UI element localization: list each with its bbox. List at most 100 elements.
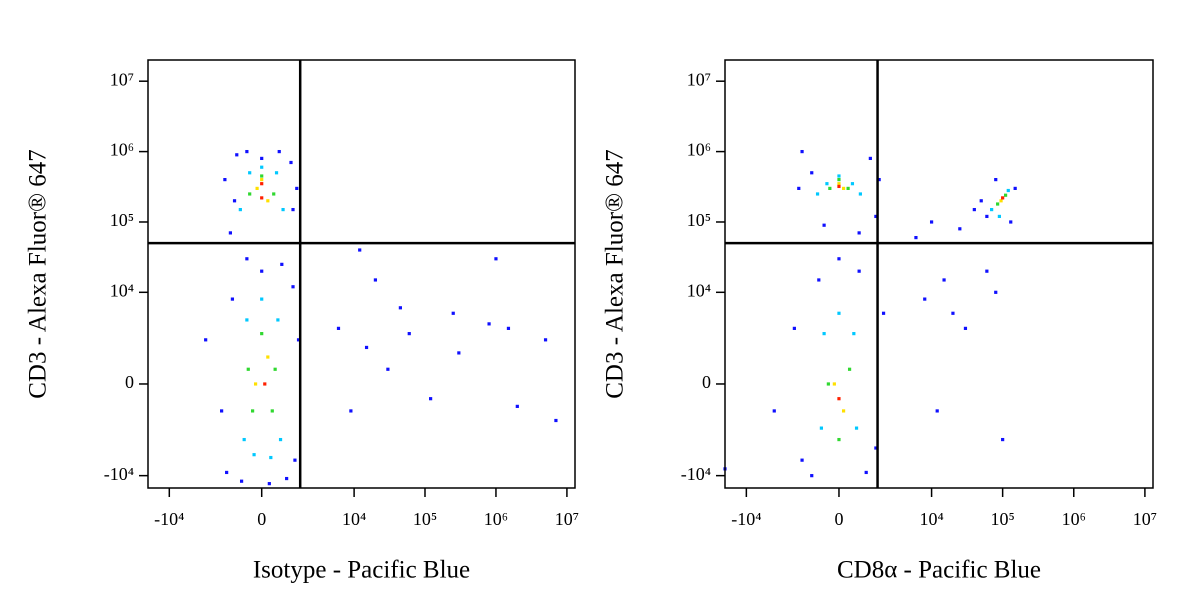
event-dot [985,269,989,273]
event-dot [822,332,826,336]
event-dot [267,482,271,486]
event-dot [822,223,826,227]
event-dot [951,311,955,315]
event-dot [837,174,841,178]
event-dot [255,186,259,191]
event-dot [772,409,776,413]
event-dot [1001,437,1005,442]
event-dot [260,156,264,161]
event-dot [929,220,934,224]
event-dot [874,214,878,219]
event-dot [958,227,962,231]
y-axis-label: CD3 - Alexa Fluor® 647 [25,149,52,399]
x-tick-label: 10⁶ [1062,509,1086,529]
event-dot [997,214,1001,219]
event-dot [269,455,273,460]
event-dot [248,171,252,175]
x-tick-label: -10⁴ [154,509,184,529]
event-dot [260,196,264,200]
event-dot [296,338,301,342]
event-dot [260,269,264,273]
event-dot [451,311,455,315]
x-tick-label: 10⁴ [919,509,943,529]
x-tick-label: 10⁵ [413,509,437,529]
x-tick-label: 10⁷ [1133,509,1157,529]
event-dot [276,318,280,322]
event-dot [235,153,239,157]
event-dot [515,404,519,408]
event-dot [238,207,242,212]
event-dot [230,297,235,301]
event-dot [407,332,411,336]
event-dot [864,470,868,475]
event-dot [225,470,229,475]
event-dot [263,382,267,386]
event-dot [285,476,289,481]
x-tick-label: 0 [834,509,843,529]
event-dot [554,418,558,423]
x-tick-label: 10⁶ [484,509,508,529]
event-dot [232,199,237,203]
event-dot [996,202,1000,206]
event-dot [837,182,841,186]
event-dot [1009,220,1013,224]
event-dot [252,453,256,457]
event-dot [245,149,249,154]
event-dot [293,458,297,462]
event-dot [850,182,855,186]
event-dot [857,231,861,235]
event-dot [457,351,461,355]
event-dot [1003,193,1008,197]
event-dot [242,437,246,442]
x-tick-label: 10⁷ [555,509,579,529]
event-dot [810,171,814,175]
event-dot [832,382,836,386]
event-dot [273,367,277,371]
event-dot [999,199,1003,203]
event-dot [260,182,264,186]
event-dot [800,149,804,154]
event-dot [837,397,841,401]
event-dot [204,338,208,342]
event-dot [373,278,378,282]
event-dot [825,182,829,186]
x-axis-label: Isotype - Pacific Blue [253,557,470,584]
event-dot [506,326,511,330]
event-dot [857,269,861,273]
event-dot [819,426,823,430]
event-dot [246,367,250,371]
event-dot [852,332,856,336]
event-dot [270,409,274,413]
event-dot [841,186,846,191]
event-dot [935,409,939,413]
event-dot [868,156,872,161]
x-tick-label: 10⁴ [342,509,366,529]
event-dot [398,306,402,310]
event-dot [543,338,548,342]
event-dot [245,318,249,322]
event-dot [291,285,295,289]
event-dot [429,397,433,401]
event-dot [228,231,232,235]
event-dot [979,199,983,203]
plot-frame [724,59,1154,489]
event-dot [837,311,841,315]
event-dot [846,186,850,191]
event-dot [874,446,878,450]
event-dot [994,178,998,182]
x-tick-label: 10⁵ [990,509,1014,529]
event-dot [841,409,846,413]
event-dot [253,382,258,386]
event-dot [291,207,295,212]
y-tick-label: 10⁷ [110,69,134,89]
event-dot [386,367,390,371]
event-dot [277,149,281,154]
event-dot [810,474,814,478]
event-dot [260,174,264,178]
event-dot [289,160,293,165]
event-dot [797,186,801,191]
y-tick-label: 10⁴ [687,280,711,300]
event-dot [828,186,832,191]
event-dot [800,458,804,462]
